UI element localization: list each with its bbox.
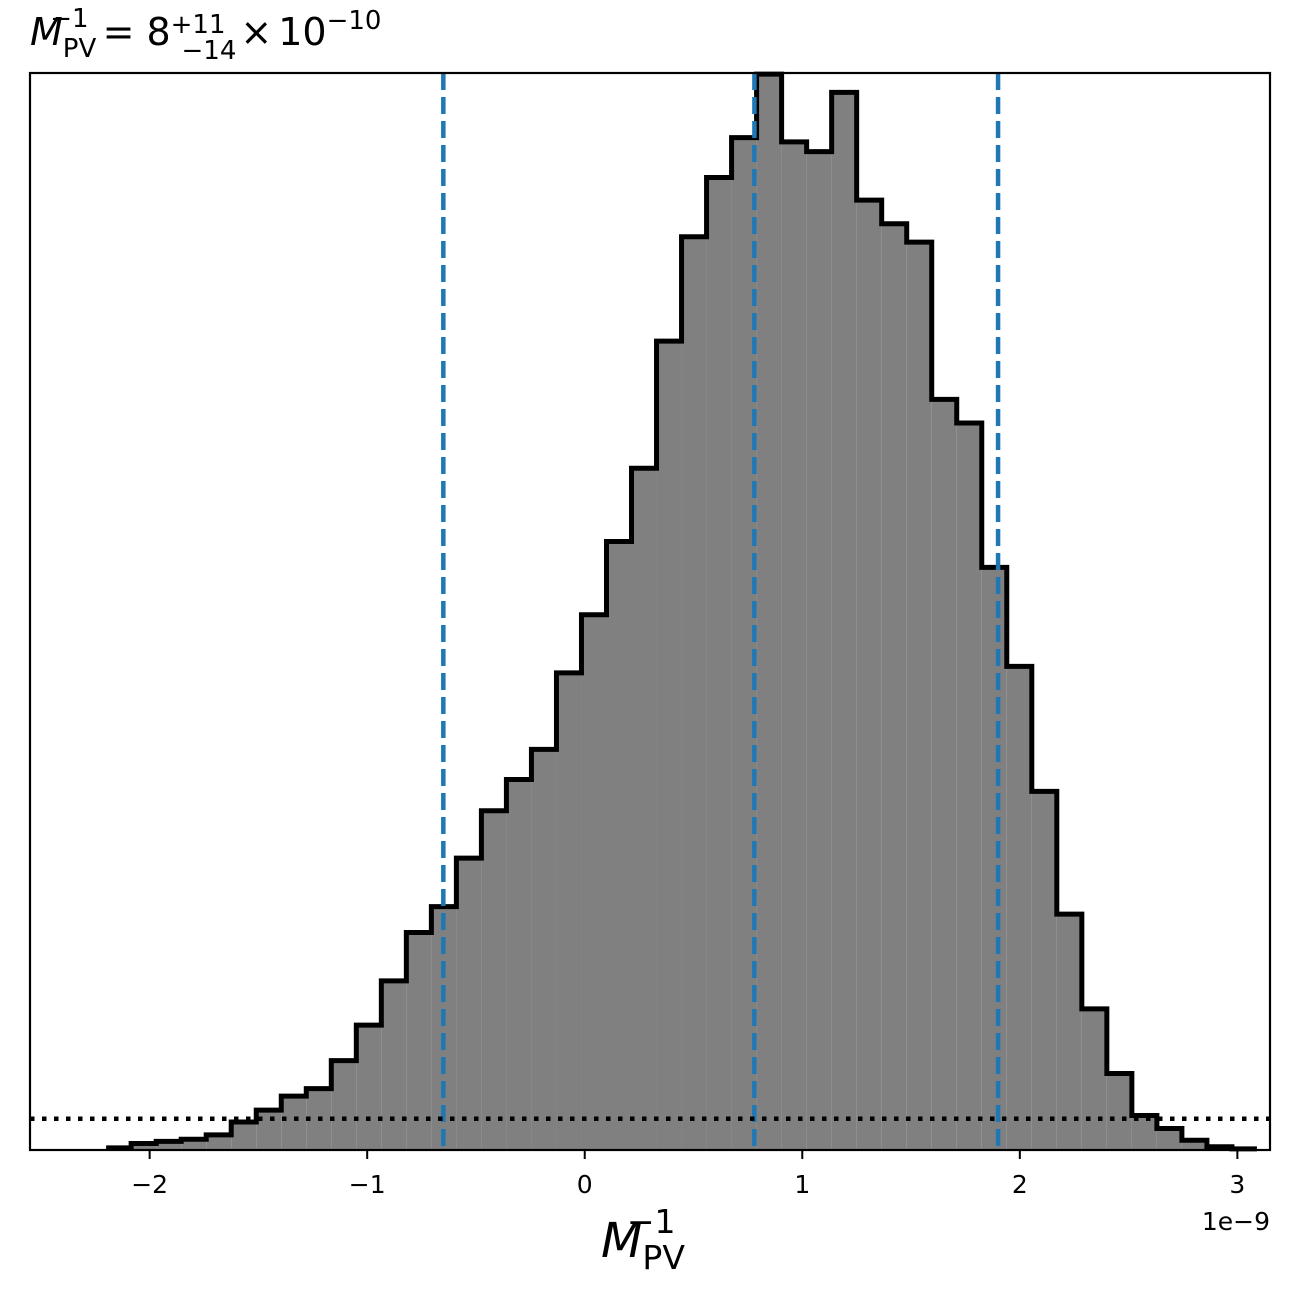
histogram-bar [831,92,857,1151]
histogram-bar [956,423,982,1150]
title-equals: = [103,10,135,54]
histogram-bar [756,74,782,1150]
axes-frame [28,71,1272,1152]
histogram-bar [856,200,882,1150]
x-tick-label: 0 [577,1170,593,1199]
histogram-bar [906,242,932,1151]
histogram-bar [606,541,632,1150]
histogram-bar [631,468,657,1150]
title-value: 8 [146,10,170,54]
histogram-bar [581,614,607,1150]
histogram-outline [106,71,1257,1152]
histogram-bar [281,1096,307,1150]
histogram-bar [731,137,757,1150]
histogram-bar [256,1110,282,1150]
x-tick-label: 3 [1229,1170,1245,1199]
histogram-bar [806,151,832,1151]
x-axis-offset-label: 1e−9 [1202,1207,1270,1236]
histogram-bar [1131,1115,1157,1150]
title-exponent: −10 [327,6,382,36]
histogram-bar [531,749,557,1150]
title-err-minus: −14 [182,36,237,66]
xlabel-symbol: M [601,1213,642,1269]
x-tick-label: 1 [794,1170,810,1199]
histogram-bar [556,672,582,1150]
plot-area [30,71,1270,1152]
histogram-bar [231,1121,257,1150]
svg-text:MPV−1=8+11−14×10−10: MPV−1 = 8+11 −14 × 10−10 [30,4,381,66]
svg-text:MPV−1: MPV−1 [601,1202,685,1277]
histogram-bar [706,177,732,1150]
title-subscript: PV [63,34,97,64]
x-tick-label: −1 [349,1170,386,1199]
histogram-bar [656,341,682,1151]
histogram-bar [681,236,707,1151]
histogram-bar [331,1060,357,1150]
histogram-bar [406,932,432,1150]
histogram-bar [931,399,957,1150]
histogram-bar [1106,1073,1132,1150]
histogram-bar [1181,1140,1207,1150]
histogram-bar [356,1025,382,1150]
histogram-bar [381,980,407,1150]
histogram-bar [781,141,807,1151]
xlabel-subscript: PV [642,1238,685,1277]
title-base: 10 [278,10,326,54]
histogram-bar [206,1134,232,1150]
histogram-bar [131,1143,157,1150]
histogram-bar [506,779,532,1150]
x-tick-label: −2 [131,1170,168,1199]
x-tick-label: 2 [1012,1170,1028,1199]
histogram-bar [881,223,907,1150]
histogram-bar [481,810,507,1150]
x-axis-ticks: −2 −1 0 1 2 3 [131,1150,1245,1199]
xlabel-superscript: −1 [627,1202,676,1241]
histogram-bar [1156,1128,1182,1150]
histogram-bar [456,858,482,1150]
histogram-bar [1006,666,1032,1150]
chart-title: MPV−1 = 8+11 −14 × 10−10 [30,4,381,66]
title-symbol: M [30,10,63,54]
title-times: × [240,10,272,54]
histogram-bar [181,1139,207,1150]
histogram-bar [156,1141,182,1150]
title-superscript: −1 [50,4,88,34]
title-err-plus: +11 [171,10,226,40]
histogram-bar [1031,791,1057,1150]
histogram-bar [1081,1008,1107,1150]
x-axis-label: MPV−1 [601,1202,685,1277]
histogram-bar [981,567,1007,1150]
histogram-bar [1056,914,1082,1150]
